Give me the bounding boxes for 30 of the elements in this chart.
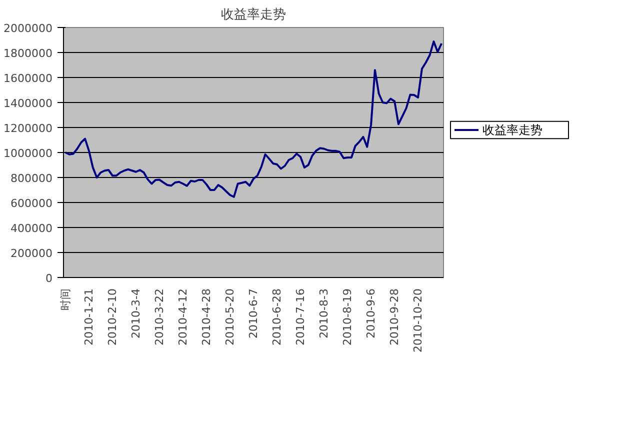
- x-tick-label: 2010-10-20: [412, 288, 425, 352]
- x-tick-label: 2010-3-4: [129, 288, 142, 338]
- y-tick-label: 1000000: [4, 147, 53, 160]
- x-tick-label: 2010-8-19: [341, 288, 354, 346]
- x-tick-label: 2010-5-20: [223, 288, 236, 346]
- y-tick-label: 600000: [10, 197, 53, 210]
- x-tick-label: 2010-3-22: [152, 288, 166, 346]
- x-tick-label: 2010-2-10: [106, 288, 119, 346]
- y-tick-label: 1800000: [4, 47, 53, 60]
- x-tick-label: 2010-9-6: [364, 288, 378, 338]
- legend-label: 收益率走势: [482, 123, 542, 137]
- x-tick-label: 2010-9-28: [388, 288, 402, 346]
- x-tick-label: 2010-4-28: [200, 288, 213, 346]
- chart-title: 收益率走势: [221, 6, 286, 22]
- y-tick-label: 0: [46, 272, 52, 285]
- y-tick-label: 2000000: [4, 22, 53, 35]
- y-tick-label: 400000: [10, 222, 53, 235]
- x-tick-label: 2010-6-7: [247, 288, 260, 338]
- x-tick-label: 时间: [58, 288, 72, 310]
- x-tick-label: 2010-4-12: [176, 288, 190, 346]
- y-tick-label: 1200000: [4, 122, 53, 135]
- y-tick-label: 1400000: [4, 97, 53, 110]
- y-tick-label: 200000: [10, 247, 53, 260]
- x-tick-label: 2010-7-16: [294, 288, 308, 346]
- x-tick-label: 2010-8-3: [318, 288, 331, 338]
- line-series: [64, 40, 443, 198]
- x-tick-label: 2010-6-28: [270, 288, 284, 346]
- x-tick-label: 2010-1-21: [82, 288, 96, 346]
- y-tick-label: 1600000: [4, 72, 53, 85]
- y-tick-label: 800000: [10, 172, 53, 185]
